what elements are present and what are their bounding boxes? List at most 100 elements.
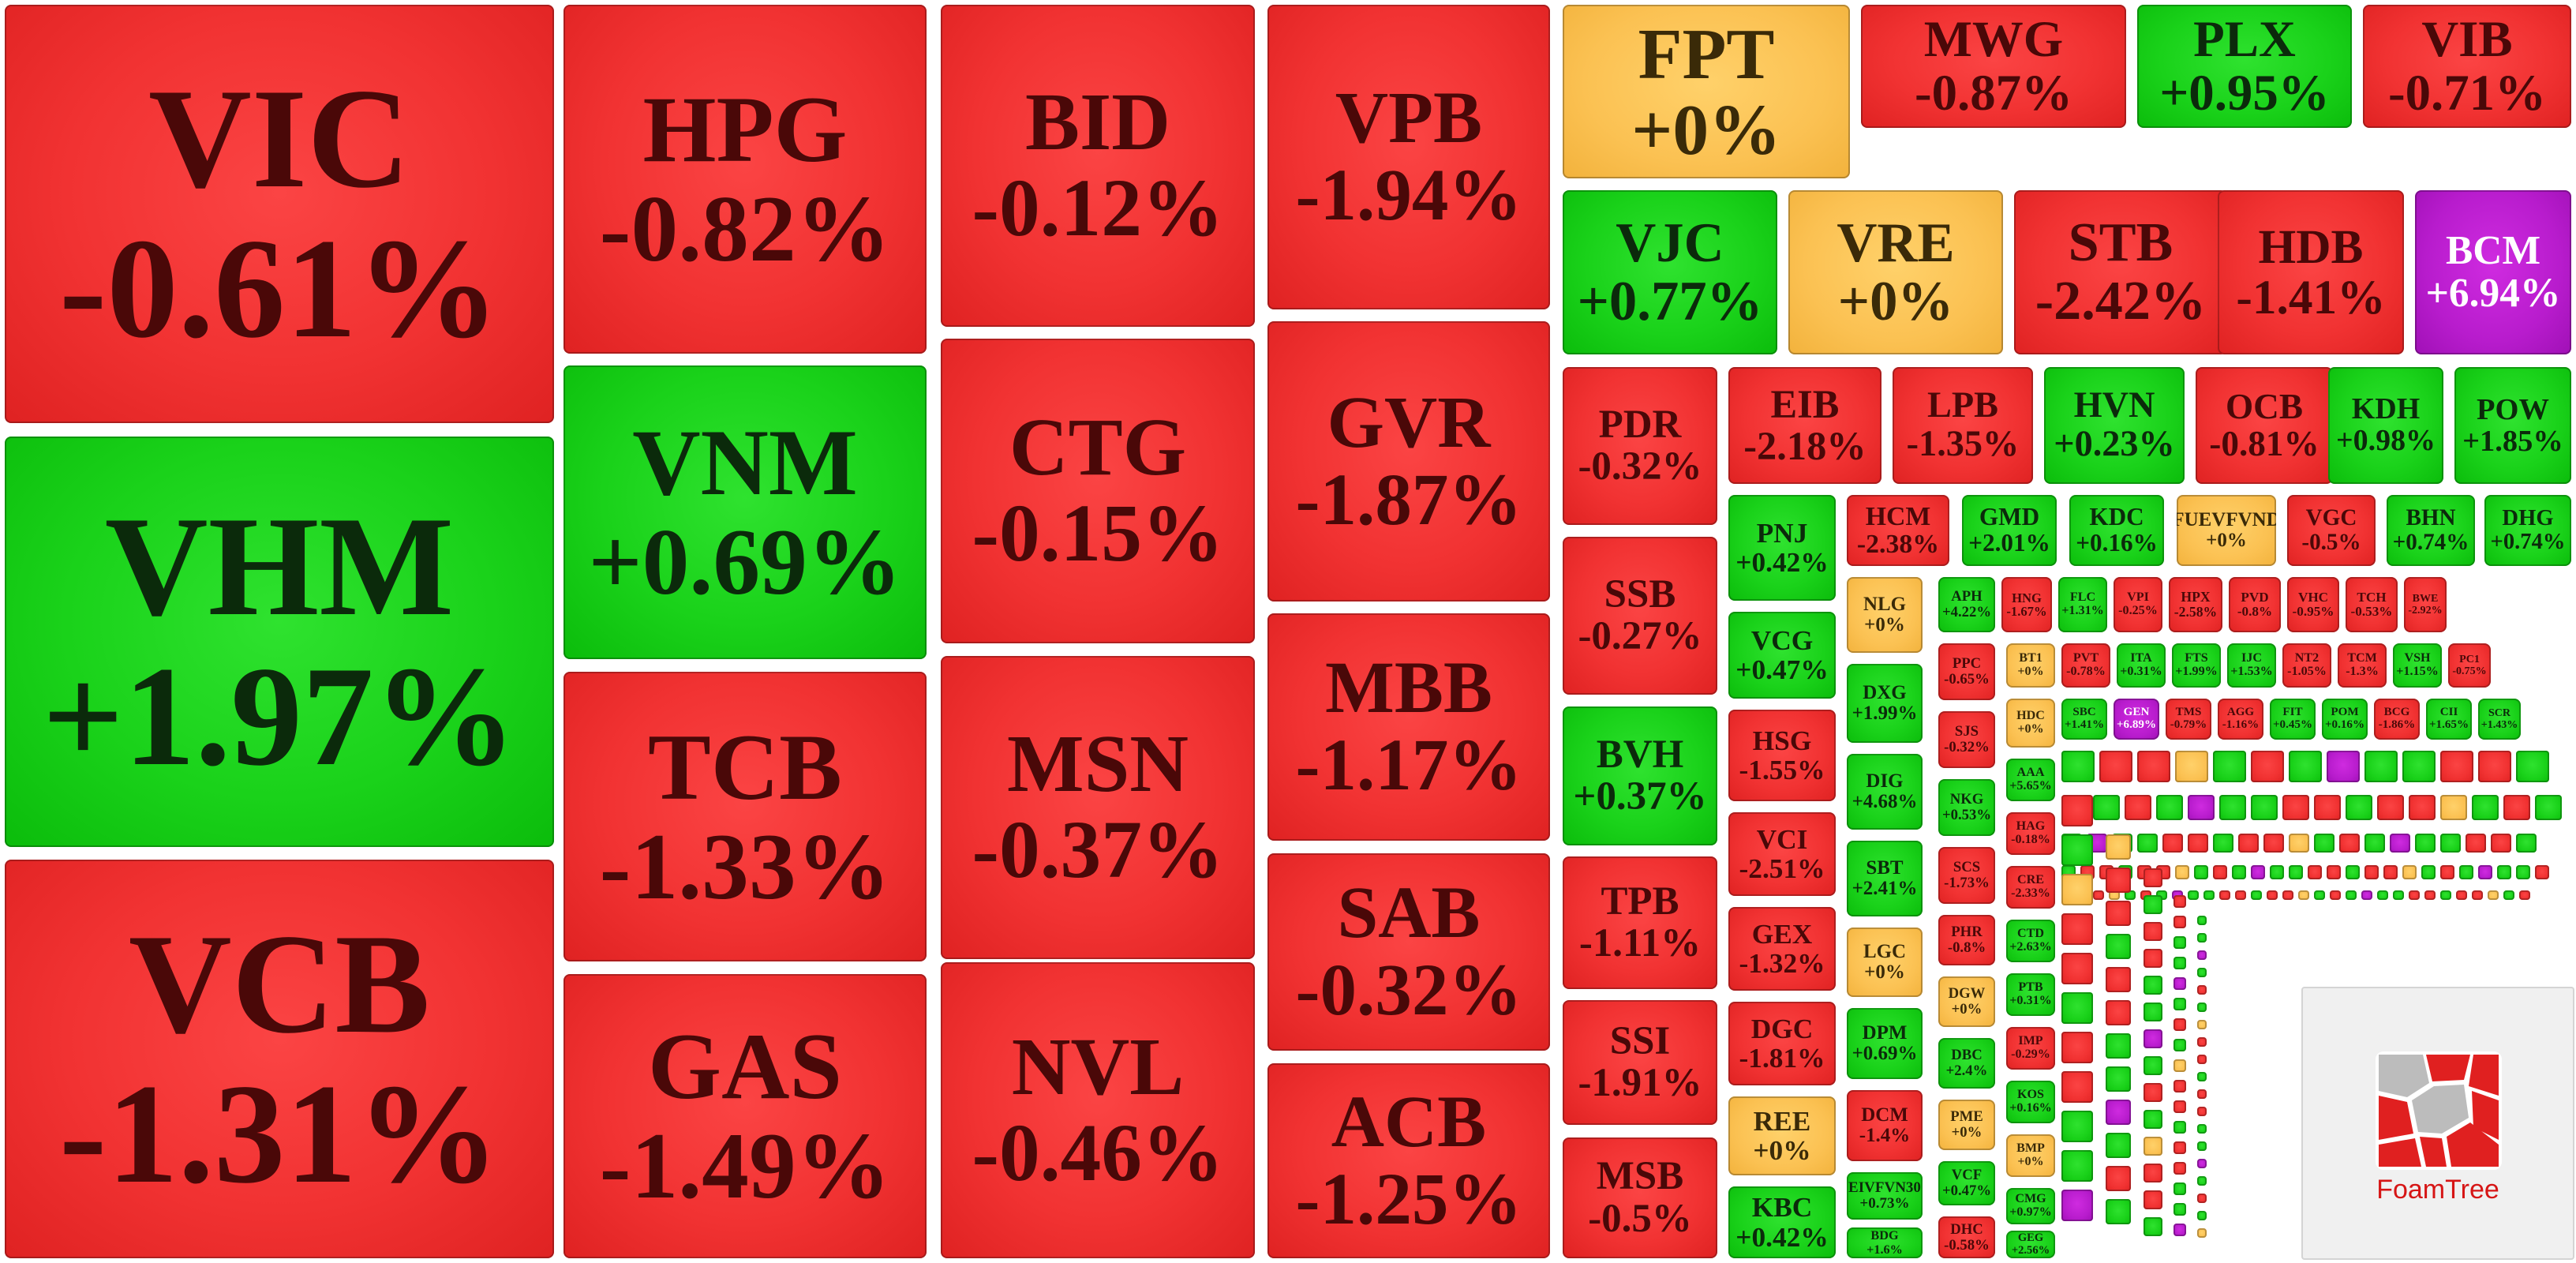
tile-kos[interactable]: KOS +0.16%	[2006, 1081, 2055, 1123]
tile-small[interactable]	[2219, 795, 2246, 820]
tile-vhm[interactable]: VHM +1.97%	[5, 437, 554, 847]
tile-small[interactable]	[2339, 834, 2360, 853]
tile-fit[interactable]: FIT +0.45%	[2270, 699, 2316, 740]
tile-tcb[interactable]: TCB -1.33%	[564, 672, 927, 961]
tile-aph[interactable]: APH +4.22%	[1938, 577, 1995, 632]
tile-small[interactable]	[2478, 865, 2492, 879]
tile-small[interactable]	[2106, 967, 2131, 992]
tile-plx[interactable]: PLX +0.95%	[2137, 5, 2352, 128]
tile-pme[interactable]: PME +0%	[1938, 1100, 1995, 1150]
tile-small[interactable]	[2106, 868, 2131, 893]
tile-small[interactable]	[2364, 865, 2379, 879]
tile-small[interactable]	[2238, 834, 2259, 853]
tile-small[interactable]	[2144, 895, 2162, 914]
tile-ptb[interactable]: PTB +0.31%	[2006, 973, 2055, 1016]
tile-cii[interactable]: CII +1.65%	[2426, 699, 2472, 740]
tile-dgc[interactable]: DGC -1.81%	[1728, 1002, 1836, 1085]
tile-small[interactable]	[2497, 865, 2511, 879]
tile-small[interactable]	[2174, 916, 2186, 928]
tile-small[interactable]	[2106, 901, 2131, 926]
tile-small[interactable]	[2314, 890, 2325, 900]
tile-small[interactable]	[2174, 1224, 2186, 1236]
tile-small[interactable]	[2144, 1190, 2162, 1209]
tile-pnj[interactable]: PNJ +0.42%	[1728, 495, 1836, 601]
tile-small[interactable]	[2251, 751, 2284, 782]
tile-small[interactable]	[2197, 1055, 2207, 1064]
tile-small[interactable]	[2282, 795, 2309, 820]
tile-gex[interactable]: GEX -1.32%	[1728, 907, 1836, 991]
tile-small[interactable]	[2203, 890, 2215, 900]
tile-small[interactable]	[2535, 795, 2562, 820]
tile-nkg[interactable]: NKG +0.53%	[1938, 779, 1995, 836]
tile-small[interactable]	[2298, 890, 2309, 900]
tile-eivfvn30[interactable]: EIVFVN30 +0.73%	[1847, 1172, 1923, 1220]
tile-nt2[interactable]: NT2 -1.05%	[2282, 643, 2331, 688]
tile-small[interactable]	[2197, 1089, 2207, 1099]
tile-small[interactable]	[2061, 1190, 2093, 1221]
tile-small[interactable]	[2535, 865, 2549, 879]
tile-hsg[interactable]: HSG -1.55%	[1728, 710, 1836, 801]
tile-small[interactable]	[2282, 890, 2293, 900]
tile-vic[interactable]: VIC -0.61%	[5, 5, 554, 423]
tile-ssi[interactable]: SSI -1.91%	[1563, 1000, 1717, 1125]
tile-cmg[interactable]: CMG +0.97%	[2006, 1188, 2055, 1224]
tile-small[interactable]	[2270, 865, 2284, 879]
tile-small[interactable]	[2197, 1072, 2207, 1081]
tile-small[interactable]	[2478, 751, 2511, 782]
tile-aaa[interactable]: AAA +5.65%	[2006, 759, 2055, 801]
tile-sab[interactable]: SAB -0.32%	[1267, 853, 1550, 1051]
tile-small[interactable]	[2174, 957, 2186, 969]
tile-small[interactable]	[2440, 834, 2461, 853]
tile-small[interactable]	[2327, 751, 2360, 782]
tile-small[interactable]	[2144, 1029, 2162, 1048]
tile-small[interactable]	[2346, 795, 2372, 820]
tile-small[interactable]	[2061, 953, 2093, 984]
tile-phr[interactable]: PHR -0.8%	[1938, 915, 1995, 965]
tile-small[interactable]	[2409, 795, 2436, 820]
tile-small[interactable]	[2061, 834, 2093, 866]
tile-bid[interactable]: BID -0.12%	[941, 5, 1255, 327]
tile-small[interactable]	[2197, 968, 2207, 977]
tile-pvd[interactable]: PVD -0.8%	[2229, 577, 2281, 632]
tile-small[interactable]	[2251, 865, 2265, 879]
tile-small[interactable]	[2383, 865, 2398, 879]
tile-msn[interactable]: MSN -0.37%	[941, 656, 1255, 959]
tile-small[interactable]	[2144, 1056, 2162, 1075]
tile-small[interactable]	[2456, 890, 2467, 900]
tile-small[interactable]	[2197, 1037, 2207, 1047]
tile-small[interactable]	[2267, 890, 2278, 900]
tile-msb[interactable]: MSB -0.5%	[1563, 1137, 1717, 1258]
tile-small[interactable]	[2174, 895, 2186, 908]
tile-ctd[interactable]: CTD +2.63%	[2006, 920, 2055, 962]
tile-small[interactable]	[2061, 1032, 2093, 1063]
tile-bcm[interactable]: BCM +6.94%	[2415, 190, 2571, 354]
tile-scs[interactable]: SCS -1.73%	[1938, 847, 1995, 904]
tile-small[interactable]	[2402, 865, 2417, 879]
tile-vcg[interactable]: VCG +0.47%	[1728, 612, 1836, 699]
tile-vgc[interactable]: VGC -0.5%	[2287, 495, 2376, 566]
tile-dbc[interactable]: DBC +2.4%	[1938, 1038, 1995, 1089]
tile-ocb[interactable]: OCB -0.81%	[2196, 367, 2333, 484]
tile-ppc[interactable]: PPC -0.65%	[1938, 643, 1995, 700]
tile-small[interactable]	[2061, 874, 2093, 905]
tile-small[interactable]	[2061, 751, 2095, 782]
tile-small[interactable]	[2174, 1039, 2186, 1051]
tile-mwg[interactable]: MWG -0.87%	[1861, 5, 2126, 128]
tile-small[interactable]	[2393, 890, 2404, 900]
tile-small[interactable]	[2314, 834, 2334, 853]
tile-bhn[interactable]: BHN +0.74%	[2387, 495, 2475, 566]
tile-small[interactable]	[2472, 890, 2483, 900]
tile-small[interactable]	[2289, 834, 2309, 853]
tile-ijc[interactable]: IJC +1.53%	[2227, 643, 2276, 688]
tile-small[interactable]	[2346, 865, 2360, 879]
tile-small[interactable]	[2106, 1133, 2131, 1158]
tile-small[interactable]	[2197, 1124, 2207, 1134]
tile-bcg[interactable]: BCG -1.86%	[2374, 699, 2420, 740]
tile-small[interactable]	[2197, 1141, 2207, 1151]
tile-small[interactable]	[2174, 1182, 2186, 1195]
tile-small[interactable]	[2197, 1107, 2207, 1116]
tile-gen[interactable]: GEN +6.89%	[2114, 699, 2159, 740]
tile-small[interactable]	[2235, 890, 2246, 900]
tile-tcm[interactable]: TCM -1.3%	[2338, 643, 2387, 688]
tile-dig[interactable]: DIG +4.68%	[1847, 754, 1923, 830]
